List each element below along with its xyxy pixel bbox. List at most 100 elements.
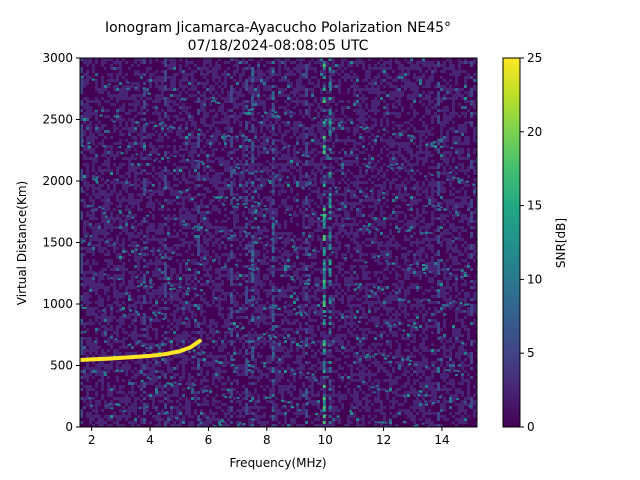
snr-cell [305,280,308,283]
snr-cell [203,73,206,76]
snr-cell [131,271,134,274]
snr-cell [215,97,218,100]
snr-cell [308,247,311,250]
snr-cell [254,358,257,361]
snr-cell [299,184,302,187]
snr-cell [215,187,218,190]
snr-cell [83,181,86,184]
snr-cell [281,142,284,145]
snr-cell [167,256,170,259]
snr-cell [134,286,137,289]
snr-cell [92,409,95,412]
snr-cell [164,103,167,106]
snr-cell [140,271,143,274]
snr-cell [86,247,89,250]
snr-cell [284,412,287,415]
snr-cell [137,166,140,169]
snr-cell [257,292,260,295]
snr-cell [209,232,212,235]
snr-cell [308,289,311,292]
snr-cell [290,61,293,64]
snr-cell [230,280,233,283]
snr-cell [125,367,128,370]
snr-cell [122,238,125,241]
snr-cell [308,115,311,118]
snr-cell [92,133,95,136]
snr-cell [104,115,107,118]
snr-cell [176,103,179,106]
snr-cell [209,85,212,88]
snr-cell [239,352,242,355]
snr-cell [275,397,278,400]
snr-cell [206,268,209,271]
snr-cell [101,331,104,334]
snr-cell [257,409,260,412]
snr-cell [86,220,89,223]
snr-cell [227,94,230,97]
snr-cell [119,361,122,364]
snr-cell [140,229,143,232]
snr-cell [149,370,152,373]
snr-cell [149,97,152,100]
snr-cell [257,229,260,232]
snr-cell [122,127,125,130]
snr-cell [263,118,266,121]
snr-cell [254,205,257,208]
snr-cell [182,88,185,91]
snr-cell [167,145,170,148]
snr-cell [281,91,284,94]
snr-cell [194,163,197,166]
snr-cell [245,184,248,187]
snr-cell [317,277,320,280]
snr-cell [86,349,89,352]
snr-cell [131,130,134,133]
snr-cell [227,109,230,112]
snr-cell [179,298,182,301]
snr-cell [248,166,251,169]
snr-cell [206,232,209,235]
snr-cell [89,196,92,199]
snr-cell [263,136,266,139]
snr-cell [269,121,272,124]
snr-cell [287,163,290,166]
snr-cell [287,367,290,370]
snr-cell [119,232,122,235]
snr-cell [314,229,317,232]
snr-cell [194,169,197,172]
snr-cell [254,145,257,148]
snr-cell [257,397,260,400]
snr-cell [278,289,281,292]
snr-cell [92,112,95,115]
snr-cell [302,64,305,67]
snr-cell [83,61,86,64]
snr-cell [302,103,305,106]
snr-cell [116,169,119,172]
snr-cell [209,286,212,289]
snr-cell [302,382,305,385]
snr-cell [146,103,149,106]
snr-cell [227,292,230,295]
snr-cell [95,349,98,352]
snr-cell [149,343,152,346]
snr-cell [86,304,89,307]
snr-cell [278,127,281,130]
snr-cell [206,79,209,82]
snr-cell [215,136,218,139]
snr-cell [122,406,125,409]
snr-cell [281,190,284,193]
snr-cell [314,355,317,358]
snr-cell [233,301,236,304]
snr-cell [86,232,89,235]
snr-cell [185,334,188,337]
snr-cell [209,409,212,412]
snr-cell [263,85,266,88]
snr-cell [263,256,266,259]
snr-cell [146,382,149,385]
snr-cell [206,301,209,304]
snr-cell [275,214,278,217]
snr-cell [92,157,95,160]
snr-cell [188,379,191,382]
snr-cell [83,58,86,61]
snr-cell [107,274,110,277]
snr-cell [311,76,314,79]
